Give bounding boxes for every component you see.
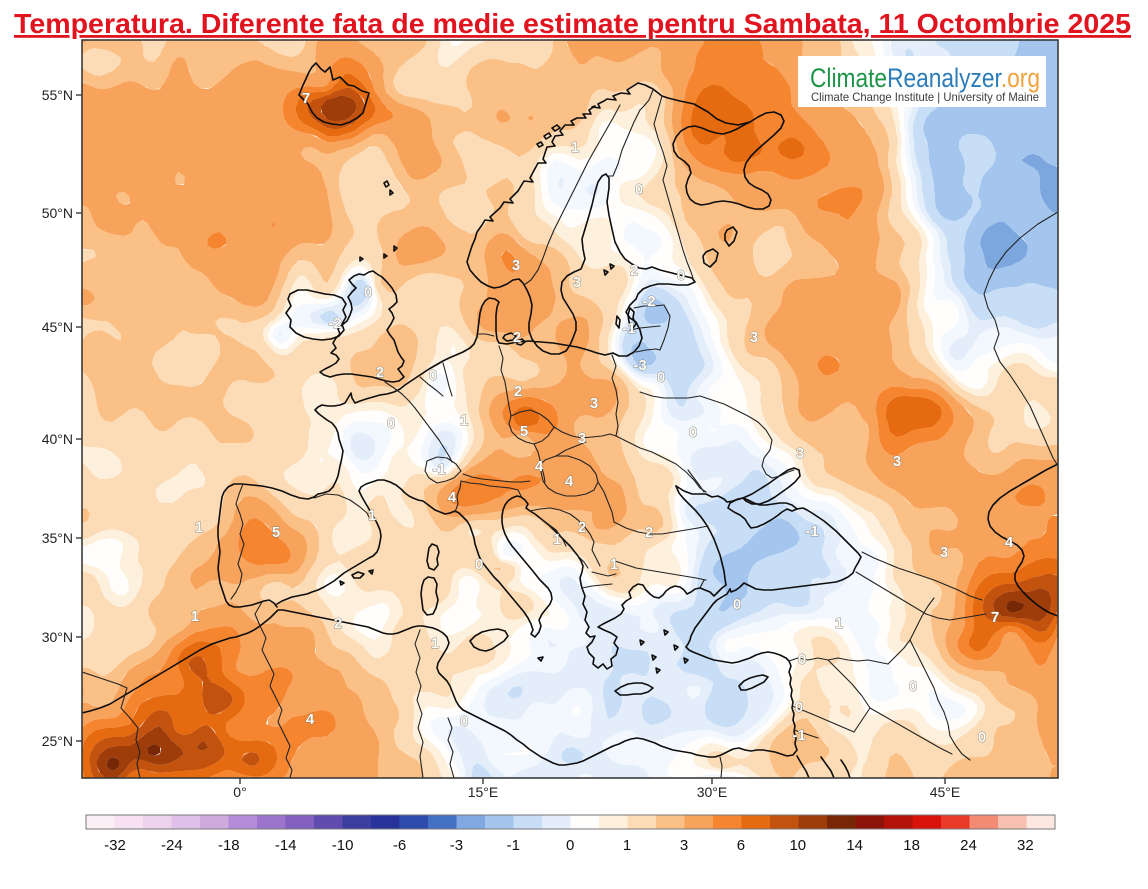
svg-text:3: 3	[796, 445, 804, 462]
svg-text:3: 3	[893, 453, 901, 470]
svg-text:6: 6	[737, 837, 745, 854]
svg-text:3: 3	[573, 274, 581, 291]
svg-text:4: 4	[1005, 534, 1014, 551]
svg-text:5: 5	[520, 423, 528, 440]
svg-text:4: 4	[565, 473, 574, 490]
svg-text:0°: 0°	[233, 784, 246, 800]
svg-text:0: 0	[689, 424, 697, 441]
svg-text:0: 0	[429, 367, 437, 384]
svg-text:4: 4	[535, 458, 544, 475]
svg-text:-10: -10	[332, 837, 354, 854]
svg-text:-2: -2	[642, 293, 655, 310]
svg-text:40°N: 40°N	[42, 431, 73, 447]
svg-text:-1: -1	[622, 320, 635, 337]
svg-text:50°N: 50°N	[42, 205, 73, 221]
svg-text:32: 32	[1017, 837, 1034, 854]
svg-text:4: 4	[306, 711, 315, 728]
svg-text:3: 3	[578, 430, 586, 447]
svg-text:1: 1	[431, 635, 439, 652]
svg-text:-3: -3	[450, 837, 463, 854]
svg-text:-24: -24	[161, 837, 183, 854]
svg-text:2: 2	[630, 262, 638, 279]
svg-text:-1: -1	[792, 727, 805, 744]
svg-text:2: 2	[514, 383, 522, 400]
svg-text:3: 3	[590, 395, 598, 412]
svg-text:2: 2	[334, 615, 342, 632]
svg-text:24: 24	[960, 837, 977, 854]
svg-text:0: 0	[657, 369, 665, 386]
svg-text:0: 0	[795, 699, 803, 716]
svg-text:2: 2	[513, 329, 521, 346]
svg-text:-3: -3	[633, 357, 646, 374]
svg-text:-1: -1	[805, 523, 818, 540]
svg-text:1: 1	[368, 507, 376, 524]
svg-text:55°N: 55°N	[42, 87, 73, 103]
svg-text:-18: -18	[218, 837, 240, 854]
svg-text:0: 0	[798, 651, 806, 668]
svg-text:0: 0	[364, 284, 372, 301]
svg-text:30°E: 30°E	[697, 784, 728, 800]
svg-text:0: 0	[460, 713, 468, 730]
svg-text:1: 1	[571, 139, 579, 156]
svg-text:45°N: 45°N	[42, 319, 73, 335]
svg-text:7: 7	[991, 609, 999, 626]
svg-text:0: 0	[387, 415, 395, 432]
svg-text:1: 1	[623, 837, 631, 854]
svg-text:14: 14	[846, 837, 863, 854]
svg-text:1: 1	[191, 608, 199, 625]
svg-text:-1: -1	[432, 461, 445, 478]
svg-text:3: 3	[750, 329, 758, 346]
svg-text:3: 3	[680, 837, 688, 854]
svg-text:1: 1	[553, 531, 561, 548]
svg-text:Climate Change Institute | Uni: Climate Change Institute | University of…	[811, 90, 1039, 104]
svg-text:0: 0	[909, 678, 917, 695]
svg-text:3: 3	[512, 257, 520, 274]
svg-text:1: 1	[610, 556, 618, 573]
svg-text:-14: -14	[275, 837, 297, 854]
svg-text:2: 2	[578, 519, 586, 536]
svg-text:0: 0	[733, 596, 741, 613]
svg-text:-2: -2	[328, 315, 341, 332]
svg-text:1: 1	[835, 615, 843, 632]
svg-text:45°E: 45°E	[930, 784, 961, 800]
svg-text:30°N: 30°N	[42, 629, 73, 645]
svg-text:7: 7	[302, 90, 310, 107]
svg-text:15°E: 15°E	[468, 784, 499, 800]
svg-text:ClimateReanalyzer.org: ClimateReanalyzer.org	[810, 63, 1040, 93]
svg-text:-6: -6	[393, 837, 406, 854]
svg-text:0: 0	[566, 837, 574, 854]
svg-text:1: 1	[460, 412, 468, 429]
svg-text:-32: -32	[104, 837, 126, 854]
svg-text:-1: -1	[507, 837, 520, 854]
svg-text:2: 2	[645, 524, 653, 541]
svg-text:35°N: 35°N	[42, 530, 73, 546]
svg-text:10: 10	[789, 837, 806, 854]
svg-text:18: 18	[903, 837, 920, 854]
svg-text:0: 0	[635, 181, 643, 198]
svg-text:25°N: 25°N	[42, 733, 73, 749]
svg-text:4: 4	[448, 489, 457, 506]
svg-text:0: 0	[978, 729, 986, 746]
svg-text:Temperatura. Diferente fata de: Temperatura. Diferente fata de medie est…	[14, 8, 1131, 39]
svg-text:1: 1	[195, 519, 203, 536]
svg-text:0: 0	[475, 556, 483, 573]
svg-text:2: 2	[376, 364, 384, 381]
svg-text:3: 3	[940, 544, 948, 561]
svg-text:0: 0	[677, 267, 685, 284]
svg-text:5: 5	[272, 524, 280, 541]
